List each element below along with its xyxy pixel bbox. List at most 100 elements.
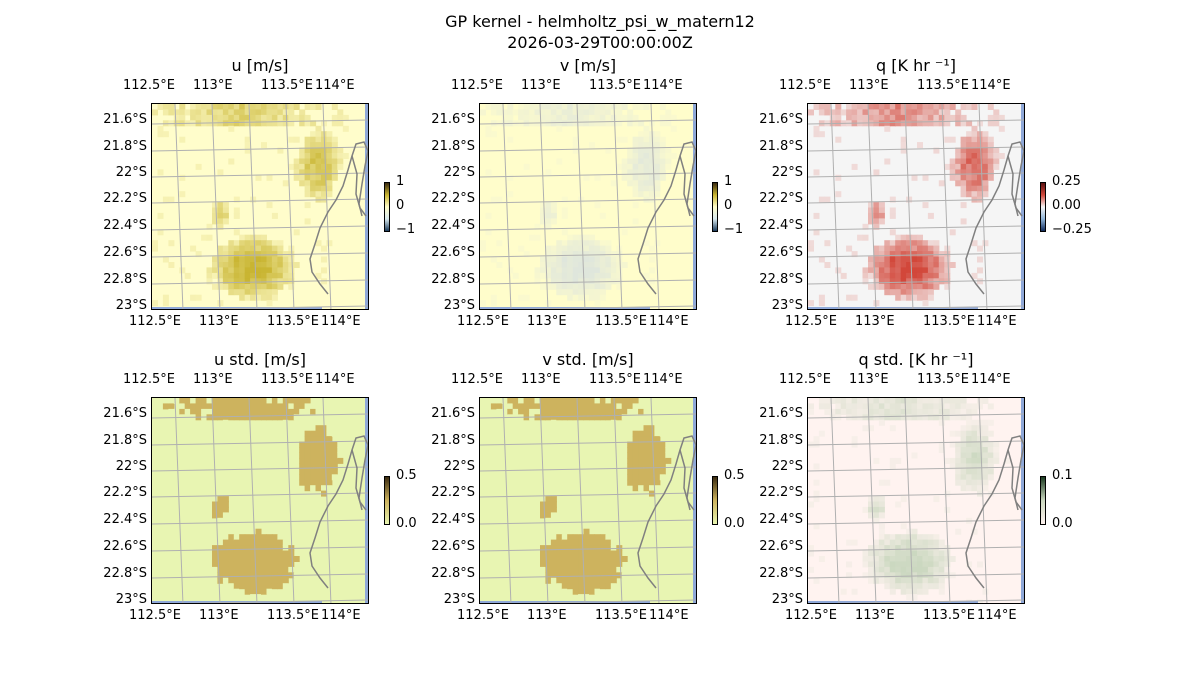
heatmap-cell bbox=[955, 147, 962, 154]
heatmap-cell bbox=[993, 120, 1000, 127]
heatmap-cell bbox=[244, 256, 251, 263]
heatmap-cell bbox=[561, 245, 568, 252]
heatmap-cell bbox=[583, 539, 590, 546]
heatmap-cell bbox=[550, 534, 557, 541]
heatmap-cell bbox=[244, 539, 251, 546]
heatmap-cell bbox=[878, 528, 885, 535]
lat-tick-label: 22.4°S bbox=[759, 218, 803, 233]
heatmap-cell bbox=[878, 114, 885, 121]
heatmap-cell bbox=[201, 234, 208, 241]
heatmap-cell bbox=[659, 147, 666, 154]
heatmap-cell bbox=[649, 256, 655, 263]
heatmap-cell bbox=[884, 403, 891, 410]
heatmap-cell bbox=[987, 463, 994, 470]
heatmap-cell bbox=[485, 104, 492, 110]
meridian-gridline bbox=[904, 398, 914, 603]
heatmap-cell bbox=[835, 403, 842, 410]
heatmap-cell bbox=[201, 104, 208, 110]
heatmap-cell bbox=[873, 566, 880, 573]
lon-tick-label-bottom: 113.5°E bbox=[595, 314, 647, 329]
heatmap-cell bbox=[550, 278, 557, 285]
heatmap-cell bbox=[529, 408, 536, 415]
heatmap-cell bbox=[971, 441, 978, 448]
heatmap-cell bbox=[212, 218, 218, 225]
heatmap-cell bbox=[632, 191, 639, 198]
heatmap-cell bbox=[250, 267, 257, 274]
lon-tick-label-top: 113°E bbox=[849, 78, 889, 93]
heatmap-cell bbox=[610, 447, 617, 453]
heatmap-cell bbox=[540, 496, 546, 503]
heatmap-cell bbox=[906, 577, 913, 584]
heatmap-cell bbox=[922, 583, 929, 590]
heatmap-cell bbox=[900, 534, 907, 541]
heatmap-cell bbox=[288, 104, 295, 110]
heatmap-cell bbox=[222, 528, 229, 535]
heatmap-cell bbox=[255, 408, 262, 415]
heatmap-cell bbox=[222, 109, 229, 116]
heatmap-cell bbox=[326, 457, 333, 464]
heatmap-cell bbox=[649, 163, 655, 170]
heatmap-cell bbox=[244, 278, 251, 285]
heatmap-cell bbox=[321, 485, 327, 492]
heatmap-cell bbox=[556, 398, 563, 404]
heatmap-cell bbox=[162, 294, 169, 301]
heatmap-cell bbox=[233, 545, 240, 552]
heatmap-cell bbox=[152, 300, 158, 307]
heatmap-cell bbox=[299, 403, 306, 410]
heatmap-cell bbox=[572, 403, 579, 410]
heatmap-cell bbox=[594, 408, 601, 415]
coastline bbox=[965, 435, 1024, 589]
heatmap-cell bbox=[906, 109, 913, 116]
heatmap-cell bbox=[228, 272, 235, 279]
meridian-gridline bbox=[650, 104, 660, 309]
heatmap-cell bbox=[550, 212, 557, 219]
heatmap-cell bbox=[540, 550, 546, 557]
heatmap-cell bbox=[293, 158, 300, 165]
heatmap-cell bbox=[818, 131, 825, 138]
heatmap-cell bbox=[610, 256, 617, 263]
lat-tick-label: 22.8°S bbox=[759, 272, 803, 287]
heatmap-cell bbox=[589, 414, 595, 421]
heatmap-cell bbox=[917, 539, 923, 546]
heatmap-cell bbox=[971, 131, 978, 138]
heatmap-cell bbox=[835, 267, 842, 274]
heatmap-cell bbox=[288, 566, 295, 573]
heatmap-cell bbox=[490, 430, 497, 437]
heatmap-cell bbox=[944, 109, 951, 116]
heatmap-cell bbox=[239, 272, 246, 279]
heatmap-cell bbox=[895, 294, 902, 301]
heatmap-cell bbox=[233, 539, 240, 546]
heatmap-cell bbox=[911, 588, 918, 595]
heatmap-cell bbox=[583, 289, 590, 296]
heatmap-cell bbox=[895, 556, 902, 562]
heatmap-cell bbox=[868, 425, 874, 432]
heatmap-cell bbox=[808, 501, 814, 508]
heatmap-cell bbox=[927, 583, 934, 590]
heatmap-cell bbox=[917, 550, 923, 557]
heatmap-cell bbox=[649, 158, 655, 165]
heatmap-cell bbox=[261, 251, 267, 258]
heatmap-cell bbox=[545, 202, 552, 209]
heatmap-cell bbox=[567, 245, 574, 252]
heatmap-cell bbox=[561, 109, 568, 116]
heatmap-cell bbox=[949, 441, 956, 448]
heatmap-cell bbox=[507, 267, 514, 274]
heatmap-cell bbox=[261, 588, 267, 595]
colorbar-tick-label: −1 bbox=[396, 222, 416, 237]
heatmap-cell bbox=[917, 408, 923, 415]
heatmap-cell bbox=[938, 577, 945, 584]
heatmap-cell bbox=[922, 588, 929, 595]
heatmap-cell bbox=[649, 245, 655, 252]
heatmap-cell bbox=[288, 550, 295, 557]
heatmap-cell bbox=[589, 566, 595, 573]
heatmap-cell bbox=[507, 114, 514, 121]
heatmap-cell bbox=[578, 545, 585, 552]
heatmap-cell bbox=[643, 436, 650, 443]
coastline bbox=[965, 141, 1024, 295]
heatmap-cell bbox=[310, 441, 317, 448]
heatmap-cell bbox=[277, 403, 284, 410]
heatmap-cell bbox=[955, 528, 962, 535]
heatmap-cell bbox=[960, 104, 967, 110]
heatmap-cell bbox=[987, 430, 994, 437]
heatmap-cell bbox=[310, 419, 317, 426]
